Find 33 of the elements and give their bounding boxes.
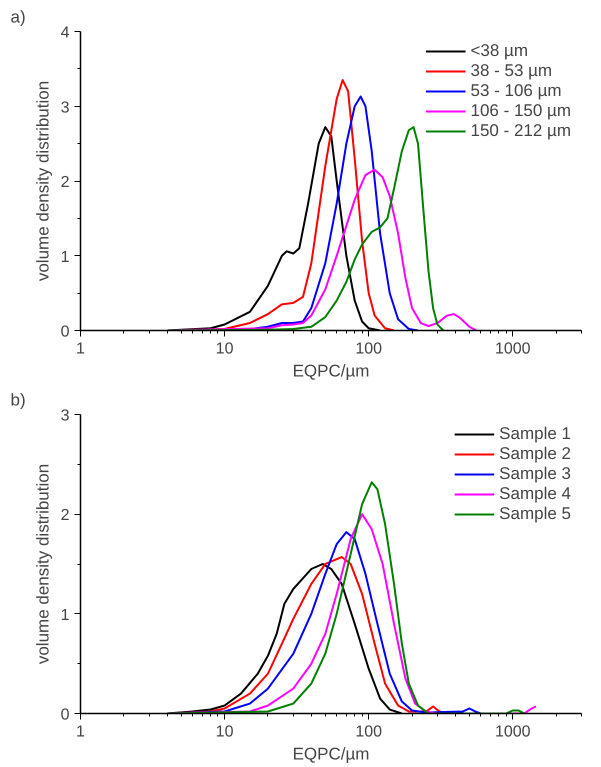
legend-label: Sample 4 xyxy=(499,484,571,504)
y-tick-label: 1 xyxy=(60,606,70,624)
y-tick-label: 2 xyxy=(60,174,70,191)
legend-label: 53 - 106 µm xyxy=(470,81,562,101)
y-tick-label: 3 xyxy=(60,99,70,116)
y-axis-title: volume density distribution xyxy=(34,464,53,664)
x-axis-title: EQPC/µm xyxy=(292,362,370,380)
y-axis-title: volume density distribution xyxy=(34,80,53,282)
y-tick-label: 3 xyxy=(60,408,70,424)
x-tick-label: 1 xyxy=(76,340,86,358)
x-tick-label: 100 xyxy=(355,340,382,358)
x-axis-title: EQPC/µm xyxy=(292,744,370,764)
x-tick-label: 1000 xyxy=(494,724,531,740)
chart-title: a) xyxy=(10,8,26,26)
legend-label: 106 - 150 µm xyxy=(470,101,571,121)
legend-label: <38 µm xyxy=(470,41,528,61)
y-tick-label: 1 xyxy=(60,248,70,266)
legend-label: Sample 5 xyxy=(499,504,571,524)
x-tick-label: 1 xyxy=(76,724,86,740)
legend-label: 38 - 53 µm xyxy=(470,61,552,81)
y-tick-label: 0 xyxy=(60,324,70,340)
legend-label: 150 - 212 µm xyxy=(470,121,571,141)
x-tick-label: 10 xyxy=(216,724,234,740)
y-tick-label: 4 xyxy=(60,24,70,42)
x-tick-label: 1000 xyxy=(494,340,531,358)
chart-title: b) xyxy=(10,390,26,410)
x-tick-label: 100 xyxy=(355,724,382,740)
legend-label: Sample 1 xyxy=(499,424,571,444)
x-tick-label: 10 xyxy=(216,340,234,358)
y-tick-label: 2 xyxy=(60,507,70,524)
legend-label: Sample 2 xyxy=(499,444,571,464)
legend-label: Sample 3 xyxy=(499,464,571,484)
y-tick-label: 0 xyxy=(60,706,70,724)
